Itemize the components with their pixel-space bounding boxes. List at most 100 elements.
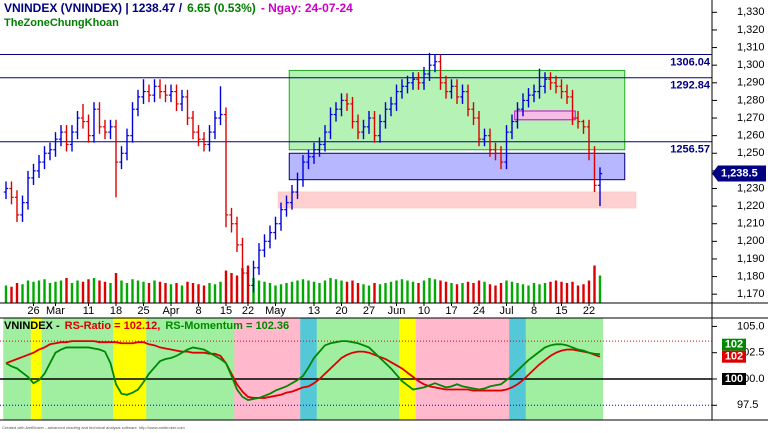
y-tick-label: 1,260	[737, 130, 765, 142]
volume-bar	[521, 284, 525, 303]
volume-bar	[329, 278, 332, 303]
volume-bar	[444, 281, 448, 303]
x-tick-label: 17	[445, 305, 457, 317]
volume-bar	[543, 283, 547, 303]
volume-bar	[158, 281, 162, 303]
value-tag	[722, 350, 746, 363]
volume-bar	[334, 279, 338, 303]
volume-bar	[125, 283, 129, 303]
volume-bar	[263, 281, 266, 303]
y-tick-label: 1,310	[737, 41, 765, 53]
indicator-line	[5, 340, 601, 399]
quadrant-band	[289, 318, 296, 420]
quadrant-band	[542, 318, 549, 420]
y-tick-label: 1,290	[737, 77, 765, 89]
x-tick-label: 18	[110, 305, 122, 317]
volume-bar	[439, 280, 442, 303]
volume-bar	[4, 285, 8, 303]
volume-bar	[384, 283, 387, 303]
volume-bar	[301, 279, 305, 303]
panel-title: VNINDEX (VNINDEX) | 1238.47 / 6.65 (0.53%…	[4, 1, 353, 15]
volume-bar	[351, 280, 354, 303]
volume-bar	[549, 281, 552, 303]
volume-bar	[571, 281, 574, 303]
volume-bar	[285, 283, 288, 303]
quadrant-band	[443, 318, 450, 420]
quadrant-band	[201, 318, 208, 420]
quadrant-band	[239, 318, 246, 420]
x-tick-label: 27	[363, 305, 375, 317]
volume-bar	[598, 275, 602, 303]
title-part: VNINDEX (VNINDEX) | 1238.47 /	[4, 1, 183, 15]
x-tick-label: Jul	[499, 305, 513, 317]
quadrant-band	[256, 318, 263, 420]
quadrant-band	[107, 318, 114, 420]
quadrant-band	[3, 318, 10, 420]
last-price-tag	[712, 165, 766, 182]
quadrant-band	[520, 318, 527, 420]
x-tick-label: 11	[83, 305, 94, 317]
x-tick-label: 24	[473, 305, 485, 317]
quadrant-band	[212, 318, 219, 420]
volume-bar	[213, 284, 217, 303]
quadrant-band	[316, 318, 323, 420]
volume-bar	[219, 281, 222, 303]
volume-bar	[433, 279, 437, 303]
volume-bar	[587, 280, 591, 303]
quadrant-band	[124, 318, 131, 420]
volume-bar	[48, 283, 52, 303]
quadrant-band	[80, 318, 87, 420]
quadrant-band	[338, 318, 345, 420]
volume-bar	[532, 283, 536, 303]
quadrant-band	[525, 318, 532, 420]
quadrant-band	[344, 318, 351, 420]
quadrant-band	[228, 318, 235, 420]
quadrant-band	[498, 318, 505, 420]
title-part: 6.65 (0.53%)	[187, 1, 256, 15]
volume-bar	[142, 281, 145, 303]
volume-bar	[345, 281, 349, 303]
value-tag	[722, 338, 746, 351]
subtitle: TheZoneChungKhoan	[4, 17, 119, 29]
quadrant-band	[283, 318, 290, 420]
quadrant-band	[465, 318, 472, 420]
volume-bar	[65, 278, 68, 303]
volume-bar	[241, 268, 244, 303]
quadrant-band	[190, 318, 197, 420]
y-tick-label: 1,330	[737, 6, 765, 18]
quadrant-band	[206, 318, 213, 420]
volume-bar	[428, 278, 431, 303]
volume-bar	[120, 280, 123, 303]
volume-bar	[488, 284, 492, 303]
value-tag-label: 100	[725, 373, 743, 385]
quadrant-band	[234, 318, 241, 420]
x-tick-label: 20	[335, 305, 347, 317]
volume-bar	[98, 280, 101, 303]
indicator-line	[5, 340, 601, 401]
volume-bar	[43, 279, 46, 303]
quadrant-band	[173, 318, 180, 420]
volume-bar	[406, 280, 409, 303]
quadrant-band	[382, 318, 389, 420]
y-tick-label: 1,300	[737, 59, 765, 71]
volume-bar	[191, 283, 195, 303]
x-tick-label: 15	[555, 305, 567, 317]
quadrant-band	[85, 318, 92, 420]
quadrant-band	[437, 318, 444, 420]
x-tick-label: Mar	[46, 305, 65, 317]
volume-bar	[175, 283, 178, 303]
quadrant-band	[184, 318, 191, 420]
volume-bar	[323, 280, 327, 303]
volume-bar	[92, 278, 96, 303]
quadrant-band	[250, 318, 257, 420]
y-tick-label: 1,220	[737, 200, 765, 212]
volume-bar	[554, 280, 558, 303]
quadrant-band	[69, 318, 76, 420]
quadrant-band	[349, 318, 356, 420]
y-tick-label: 97.5	[737, 399, 758, 411]
volume-bar	[279, 284, 283, 303]
quadrant-band	[195, 318, 202, 420]
quadrant-band	[509, 318, 516, 420]
